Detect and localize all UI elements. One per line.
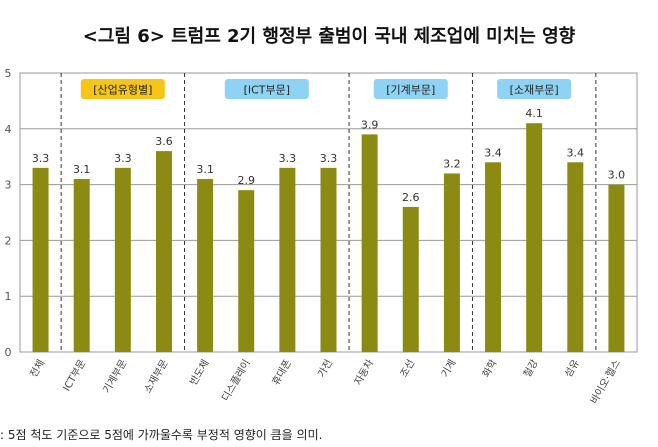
value-label: 3.3 bbox=[114, 152, 132, 165]
x-tick-label: 가전 bbox=[316, 358, 336, 380]
x-tick-label: 소재부문 bbox=[142, 358, 171, 396]
x-tick-label: 철강 bbox=[521, 358, 541, 380]
value-label: 3.3 bbox=[32, 152, 50, 165]
x-tick-label: 자동차 bbox=[352, 358, 376, 388]
group-badge bbox=[224, 79, 309, 99]
group-badge bbox=[497, 79, 572, 99]
bar bbox=[197, 179, 214, 352]
bar-chart: 0 1 2 3 4 5 [산업유형별] [ICT부문] [기계부문] [소재부문] 3.3 전체 3.1… bbox=[5, 67, 638, 407]
footnote: : 5점 척도 기준으로 5점에 가까울수록 부정적 영향이 큼을 의미. bbox=[0, 428, 323, 442]
y-tick-label: 1 bbox=[5, 290, 12, 303]
bar bbox=[320, 167, 337, 352]
x-tick-label: ICT부문 bbox=[61, 358, 89, 394]
x-tick-label: 화학 bbox=[480, 358, 500, 380]
bar bbox=[485, 162, 502, 352]
bar bbox=[526, 123, 543, 352]
bar bbox=[114, 167, 131, 352]
group-label: [소재부문] bbox=[510, 84, 559, 97]
bar bbox=[402, 206, 419, 352]
value-label: 4.1 bbox=[525, 107, 543, 120]
bar bbox=[155, 151, 172, 352]
bar bbox=[361, 134, 378, 352]
value-label: 3.9 bbox=[361, 118, 379, 131]
value-label: 3.6 bbox=[155, 135, 173, 148]
value-label: 3.3 bbox=[279, 152, 297, 165]
group-label: [ICT부문] bbox=[244, 84, 290, 97]
x-tick-label: 바이오·헬스 bbox=[588, 358, 623, 407]
value-label: 2.6 bbox=[402, 191, 420, 204]
group-label: [산업유형별] bbox=[93, 84, 152, 97]
value-label: 3.3 bbox=[320, 152, 338, 165]
x-tick-label: 휴대폰 bbox=[270, 358, 294, 388]
x-tick-label: 디스플레이 bbox=[219, 358, 252, 404]
group-badge bbox=[373, 79, 448, 99]
y-tick-label: 3 bbox=[5, 179, 12, 192]
bar bbox=[608, 184, 625, 352]
x-tick-label: 반도체 bbox=[188, 358, 212, 388]
group-badge bbox=[80, 79, 165, 99]
y-tick-label: 0 bbox=[5, 346, 12, 359]
bar bbox=[567, 162, 584, 352]
value-label: 3.4 bbox=[484, 146, 502, 159]
x-tick-label: 기계 bbox=[439, 358, 459, 380]
x-tick-label: 섬유 bbox=[562, 358, 582, 380]
group-label: [기계부문] bbox=[386, 84, 435, 97]
y-tick-label: 5 bbox=[5, 67, 12, 80]
bar bbox=[73, 179, 90, 352]
value-label: 2.9 bbox=[237, 174, 255, 187]
value-label: 3.1 bbox=[196, 163, 214, 176]
value-label: 3.2 bbox=[443, 157, 461, 170]
x-tick-label: 조선 bbox=[398, 358, 418, 380]
bar bbox=[279, 167, 296, 352]
y-tick-label: 4 bbox=[5, 123, 12, 136]
bar bbox=[238, 190, 255, 352]
y-tick-label: 2 bbox=[5, 234, 12, 247]
x-tick-label: 기계부문 bbox=[101, 358, 130, 396]
value-label: 3.1 bbox=[73, 163, 91, 176]
value-label: 3.4 bbox=[567, 146, 585, 159]
bar bbox=[443, 173, 460, 352]
value-label: 3.0 bbox=[608, 169, 626, 182]
chart-title: <그림 6> 트럼프 2기 행정부 출범이 국내 제조업에 미치는 영향 bbox=[82, 26, 576, 47]
bar bbox=[32, 167, 49, 352]
x-tick-label: 전체 bbox=[28, 358, 48, 380]
